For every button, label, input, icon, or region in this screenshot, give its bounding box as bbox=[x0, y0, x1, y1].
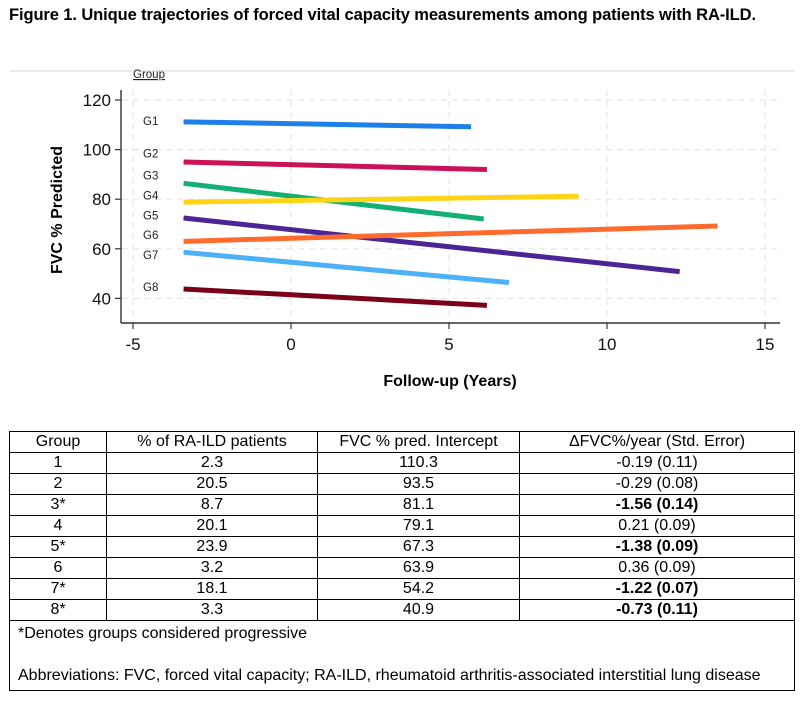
y-tick-label: 40 bbox=[92, 289, 111, 308]
abbreviations-note: Abbreviations: FVC, forced vital capacit… bbox=[18, 667, 761, 684]
cell-group: 8* bbox=[9, 599, 107, 621]
series-labels: G1 G2 G3 G4 G5 G6 G7 G8 bbox=[143, 116, 159, 294]
series-label-g8: G8 bbox=[143, 282, 158, 294]
cell-slope: -0.29 (0.08) bbox=[519, 473, 795, 495]
cell-percent-patients: 18.1 bbox=[106, 578, 318, 600]
table-row: 6 3.2 63.9 0.36 (0.09) bbox=[9, 557, 795, 579]
series-label-g6: G6 bbox=[143, 230, 158, 242]
cell-percent-patients: 2.3 bbox=[106, 452, 318, 474]
cell-slope: 0.36 (0.09) bbox=[519, 557, 795, 579]
cell-group: 3* bbox=[9, 494, 107, 516]
table-row: 5* 23.9 67.3 -1.38 (0.09) bbox=[9, 536, 795, 558]
cell-intercept: 67.3 bbox=[317, 536, 520, 558]
x-axis-label: Follow-up (Years) bbox=[383, 373, 516, 390]
cell-slope: 0.21 (0.09) bbox=[519, 515, 795, 537]
series-label-g7: G7 bbox=[143, 250, 158, 262]
y-tick-label: 80 bbox=[92, 190, 111, 209]
cell-slope: -1.56 (0.14) bbox=[519, 494, 795, 516]
series-line-g2 bbox=[183, 159, 487, 172]
axes: 40 60 80 100 120 -5 0 5 10 15 bbox=[83, 90, 780, 354]
footnote-progressive: *Denotes groups considered progressive bbox=[18, 625, 308, 642]
x-tick-label: 5 bbox=[444, 335, 453, 354]
spacer bbox=[18, 644, 786, 665]
figure-title: Figure 1. Unique trajectories of forced … bbox=[9, 6, 756, 24]
cell-intercept: 110.3 bbox=[317, 452, 520, 474]
series-line-g4 bbox=[183, 193, 579, 205]
cell-group: 1 bbox=[9, 452, 107, 474]
cell-slope: -0.19 (0.11) bbox=[519, 452, 795, 474]
cell-intercept: 63.9 bbox=[317, 557, 520, 579]
cell-intercept: 40.9 bbox=[317, 599, 520, 621]
series-line-g6 bbox=[183, 223, 718, 244]
header-group: Group bbox=[9, 431, 107, 453]
cell-percent-patients: 20.1 bbox=[106, 515, 318, 537]
table-row: 8* 3.3 40.9 -0.73 (0.11) bbox=[9, 599, 795, 621]
table-row: 1 2.3 110.3 -0.19 (0.11) bbox=[9, 452, 795, 474]
x-tick-label: -5 bbox=[125, 335, 140, 354]
cell-percent-patients: 20.5 bbox=[106, 473, 318, 495]
x-tick-label: 0 bbox=[286, 335, 295, 354]
cell-group: 4 bbox=[9, 515, 107, 537]
trajectory-table: Group % of RA-ILD patients FVC % pred. I… bbox=[9, 431, 795, 691]
cell-group: 5* bbox=[9, 536, 107, 558]
series-label-g3: G3 bbox=[143, 171, 158, 183]
cell-intercept: 93.5 bbox=[317, 473, 520, 495]
y-axis-label: FVC % Predicted bbox=[49, 146, 66, 274]
header-intercept: FVC % pred. Intercept bbox=[317, 431, 520, 453]
cell-slope: -1.22 (0.07) bbox=[519, 578, 795, 600]
cell-group: 7* bbox=[9, 578, 107, 600]
cell-percent-patients: 8.7 bbox=[106, 494, 318, 516]
cell-intercept: 54.2 bbox=[317, 578, 520, 600]
cell-intercept: 79.1 bbox=[317, 515, 520, 537]
table-notes: *Denotes groups considered progressive Ab… bbox=[9, 620, 795, 691]
cell-percent-patients: 3.2 bbox=[106, 557, 318, 579]
x-tick-label: 15 bbox=[756, 335, 775, 354]
series-label-g5: G5 bbox=[143, 210, 158, 222]
legend-title: Group bbox=[133, 69, 165, 81]
cell-slope: -1.38 (0.09) bbox=[519, 536, 795, 558]
series-label-g4: G4 bbox=[143, 190, 159, 202]
cell-intercept: 81.1 bbox=[317, 494, 520, 516]
table-notes-row: *Denotes groups considered progressive Ab… bbox=[9, 620, 795, 691]
series-line-g1 bbox=[183, 119, 472, 130]
series-lines bbox=[183, 119, 718, 308]
header-slope: ΔFVC%/year (Std. Error) bbox=[519, 431, 795, 453]
x-tick-label: 10 bbox=[598, 335, 617, 354]
header-percent-patients: % of RA-ILD patients bbox=[106, 431, 318, 453]
series-label-g2: G2 bbox=[143, 148, 158, 160]
table-row: 7* 18.1 54.2 -1.22 (0.07) bbox=[9, 578, 795, 600]
series-line-g5 bbox=[183, 215, 680, 275]
table-row: 3* 8.7 81.1 -1.56 (0.14) bbox=[9, 494, 795, 516]
series-line-g7 bbox=[183, 249, 510, 286]
series-label-g1: G1 bbox=[143, 116, 158, 128]
cell-percent-patients: 23.9 bbox=[106, 536, 318, 558]
cell-group: 2 bbox=[9, 473, 107, 495]
series-line-g8 bbox=[183, 286, 488, 308]
cell-group: 6 bbox=[9, 557, 107, 579]
table-header-row: Group % of RA-ILD patients FVC % pred. I… bbox=[9, 431, 795, 453]
cell-percent-patients: 3.3 bbox=[106, 599, 318, 621]
y-tick-label: 60 bbox=[92, 240, 111, 259]
cell-slope: -0.73 (0.11) bbox=[519, 599, 795, 621]
y-tick-label: 100 bbox=[83, 141, 111, 160]
y-tick-label: 120 bbox=[83, 91, 111, 110]
table-row: 2 20.5 93.5 -0.29 (0.08) bbox=[9, 473, 795, 495]
table-row: 4 20.1 79.1 0.21 (0.09) bbox=[9, 515, 795, 537]
